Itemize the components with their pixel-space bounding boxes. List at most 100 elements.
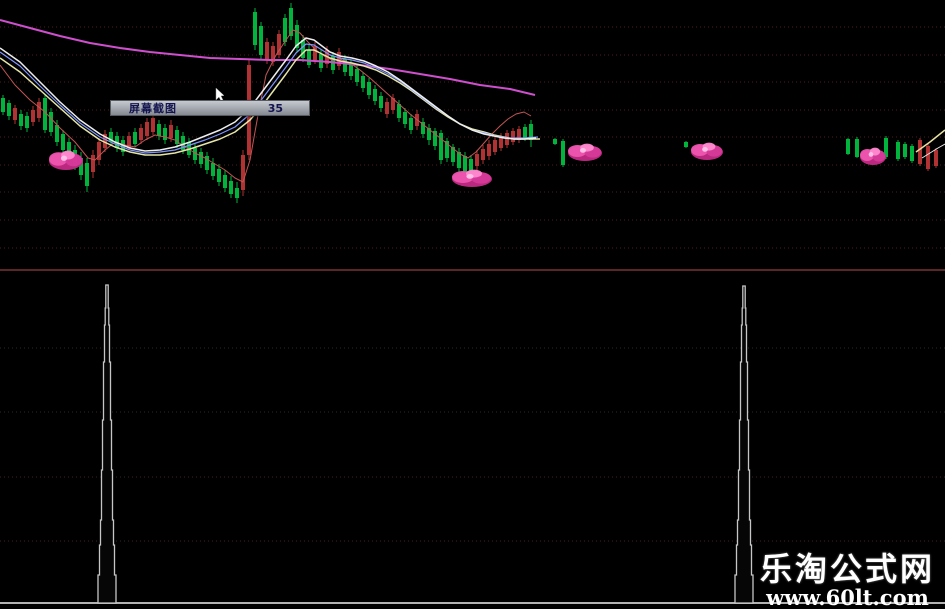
candle-body	[934, 150, 938, 166]
candle-body	[31, 110, 35, 122]
flower-signal-marker	[860, 147, 886, 165]
candle-body	[289, 8, 293, 36]
candle-body	[175, 130, 179, 144]
watermark: 乐淘公式网 www.60lt.com	[760, 553, 935, 608]
candle-body	[55, 125, 59, 142]
flower-signal-marker	[452, 169, 492, 187]
candle-body	[553, 139, 557, 144]
candle-body	[235, 188, 239, 198]
candle-body	[13, 108, 17, 120]
candle-body	[295, 25, 299, 48]
indicator-spike	[734, 285, 754, 604]
candle-body	[205, 156, 209, 170]
candle-body	[397, 104, 401, 118]
candle-body	[163, 128, 167, 140]
candle-body	[511, 131, 515, 142]
candle-body	[7, 103, 11, 116]
candle-body	[97, 142, 101, 160]
candle-body	[49, 112, 53, 132]
candle-body	[361, 76, 365, 88]
flower-signal-marker	[568, 143, 602, 161]
candle-body	[463, 156, 467, 173]
candle-body	[391, 98, 395, 110]
candle-body	[127, 136, 131, 148]
candle-body	[283, 18, 287, 42]
edge-line-segment	[915, 129, 945, 153]
candle-body	[151, 118, 155, 132]
candle-body	[355, 69, 359, 82]
candle-body	[271, 46, 275, 62]
candle-body	[61, 134, 65, 150]
candle-body	[517, 129, 521, 140]
candle-body	[379, 96, 383, 108]
candle-body	[481, 149, 485, 160]
candle-body	[25, 116, 29, 128]
flower-petal	[868, 152, 874, 157]
candle-body	[67, 142, 71, 155]
candle-body	[169, 125, 173, 138]
flower-petal	[60, 155, 68, 161]
candle-body	[493, 140, 497, 152]
candle-body	[139, 128, 143, 140]
candle-body	[469, 159, 473, 172]
candle-body	[157, 124, 161, 136]
candle-body	[109, 132, 113, 142]
candle-body	[918, 140, 922, 164]
candle-body	[253, 12, 257, 45]
candle-body	[421, 122, 425, 134]
candle-body	[529, 124, 533, 140]
candle-body	[91, 155, 95, 172]
candle-body	[445, 141, 449, 158]
watermark-url: www.60lt.com	[766, 585, 929, 609]
candle-body	[561, 141, 565, 165]
flower-signal-marker	[691, 142, 723, 160]
candle-body	[884, 138, 888, 157]
candle-body	[343, 59, 347, 72]
candle-body	[926, 146, 930, 169]
candle-body	[439, 133, 443, 160]
candle-body	[487, 144, 491, 156]
candle-body	[193, 148, 197, 160]
candle-body	[43, 98, 47, 130]
ma-slow-magenta-line	[0, 19, 536, 96]
candle-body	[37, 102, 41, 118]
candle-body	[457, 152, 461, 168]
candle-body	[223, 175, 227, 188]
indicator-tooltip-value: 35	[267, 101, 283, 115]
candle-body	[684, 142, 688, 147]
candle-body	[373, 89, 377, 101]
candle-body	[199, 152, 203, 164]
ma-fast-white-line	[0, 37, 537, 152]
candle-body	[181, 136, 185, 150]
watermark-title: 乐淘公式网	[759, 550, 935, 589]
candle-body	[85, 163, 89, 186]
indicator-spike	[97, 284, 117, 604]
candle-body	[19, 114, 23, 126]
flower-petal	[579, 148, 587, 153]
flower-petal	[466, 174, 474, 179]
candle-body	[217, 169, 221, 182]
candle-body	[385, 102, 389, 114]
candle-body	[855, 139, 859, 157]
candle-body	[103, 134, 107, 148]
candle-body	[211, 163, 215, 176]
candle-body	[145, 122, 149, 136]
candle-body	[451, 147, 455, 162]
candle-body	[433, 131, 437, 146]
indicator-tooltip: 屏幕截图 35	[110, 100, 310, 116]
candle-body	[427, 128, 431, 140]
candle-body	[259, 26, 263, 55]
candle-body	[910, 146, 914, 161]
edge-line-segment	[921, 143, 945, 159]
candle-body	[301, 40, 305, 58]
candle-body	[277, 34, 281, 55]
candle-body	[307, 50, 311, 65]
candle-body	[409, 118, 413, 130]
candle-body	[79, 158, 83, 175]
candle-body	[403, 112, 407, 124]
candle-body	[133, 132, 137, 144]
candle-body	[313, 46, 317, 60]
candle-body	[349, 64, 353, 76]
